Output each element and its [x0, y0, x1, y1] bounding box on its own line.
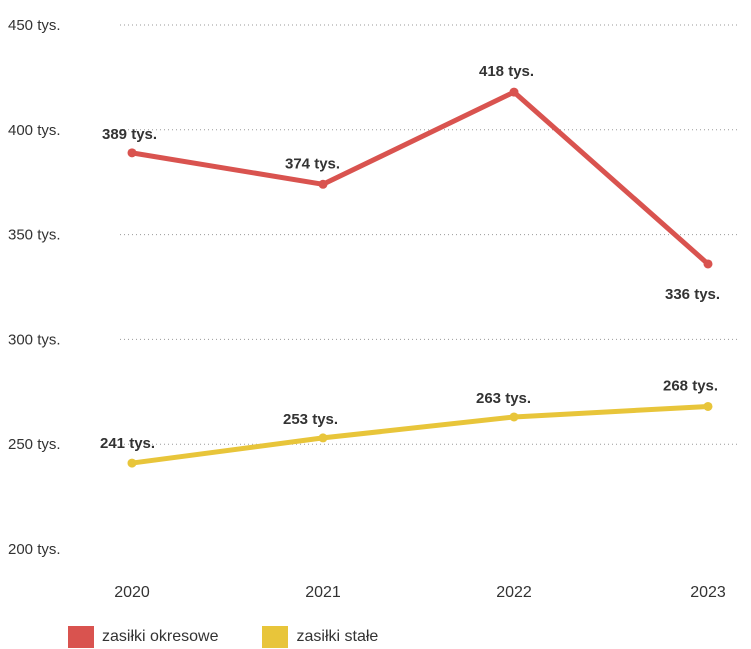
data-label: 389 tys. — [102, 126, 157, 143]
x-tick-label: 2023 — [690, 584, 726, 601]
y-tick-label: 450 tys. — [8, 17, 61, 34]
data-point[interactable] — [318, 433, 328, 443]
data-point[interactable] — [703, 401, 713, 411]
gridlines — [120, 24, 740, 445]
y-tick-label: 250 tys. — [8, 436, 61, 453]
series — [127, 87, 713, 468]
legend-label-okresowe: zasiłki okresowe — [102, 627, 219, 645]
x-axis-ticks: 2020 2021 2022 2023 — [114, 584, 726, 601]
y-axis-ticks: 450 tys. 400 tys. 350 tys. 300 tys. 250 tys.… — [8, 17, 61, 558]
y-tick-label: 350 tys. — [8, 227, 61, 244]
x-tick-label: 2021 — [305, 584, 341, 601]
data-point[interactable] — [127, 148, 137, 158]
data-label: 241 tys. — [100, 435, 155, 452]
data-label: 253 tys. — [283, 411, 338, 428]
data-label: 268 tys. — [663, 377, 718, 394]
series-line-0 — [129, 89, 711, 267]
legend: zasiłki okresowe zasiłki stałe — [68, 624, 422, 649]
y-tick-label: 200 tys. — [8, 541, 61, 558]
y-tick-label: 400 tys. — [8, 122, 61, 139]
legend-swatch-stale — [262, 625, 289, 648]
data-point[interactable] — [127, 458, 137, 468]
x-tick-label: 2022 — [496, 584, 532, 601]
legend-label-stale: zasiłki stałe — [296, 627, 379, 645]
x-tick-label: 2020 — [114, 584, 150, 601]
legend-item-stale[interactable]: zasiłki stałe — [262, 625, 379, 648]
data-labels: 389 tys. 374 tys. 418 tys. 336 tys. 241 tys.… — [100, 63, 720, 452]
y-tick-label: 300 tys. — [8, 331, 61, 348]
data-point[interactable] — [509, 87, 519, 97]
legend-swatch-okresowe — [68, 625, 94, 648]
data-point[interactable] — [703, 259, 713, 269]
data-point[interactable] — [509, 412, 519, 422]
data-label: 418 tys. — [479, 63, 534, 80]
series-line-1 — [129, 403, 711, 466]
data-label: 263 tys. — [476, 390, 531, 407]
data-point[interactable] — [318, 179, 328, 189]
data-label: 336 tys. — [665, 286, 720, 303]
legend-item-okresowe[interactable]: zasiłki okresowe — [68, 625, 219, 648]
data-label: 374 tys. — [285, 155, 340, 172]
